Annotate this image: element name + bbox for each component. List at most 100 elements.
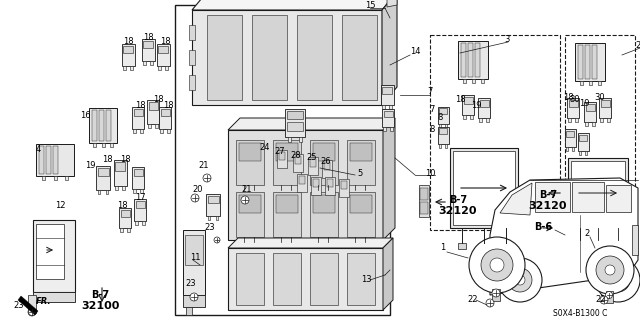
- Text: 18: 18: [123, 37, 133, 46]
- Text: 18: 18: [454, 95, 465, 105]
- Text: 15: 15: [365, 1, 375, 10]
- Bar: [327, 179, 333, 187]
- Bar: [579, 151, 581, 155]
- Bar: [236, 192, 264, 237]
- Bar: [134, 169, 143, 176]
- Text: 8: 8: [437, 114, 443, 123]
- Bar: [122, 186, 125, 190]
- Bar: [472, 79, 474, 83]
- Bar: [132, 167, 144, 189]
- Text: 18: 18: [102, 156, 112, 164]
- Bar: [564, 129, 575, 147]
- Circle shape: [498, 258, 542, 302]
- Bar: [565, 35, 635, 230]
- Bar: [313, 195, 335, 213]
- Bar: [131, 66, 133, 70]
- Text: 19: 19: [84, 161, 95, 170]
- Bar: [120, 210, 129, 217]
- Bar: [28, 295, 36, 313]
- Circle shape: [492, 289, 500, 297]
- Text: 7: 7: [428, 87, 433, 97]
- Bar: [106, 109, 111, 140]
- Bar: [579, 134, 587, 141]
- Bar: [134, 199, 146, 221]
- Bar: [132, 107, 144, 129]
- Circle shape: [613, 275, 623, 285]
- Text: 25: 25: [307, 154, 317, 163]
- Bar: [186, 307, 192, 315]
- Bar: [207, 196, 218, 203]
- Bar: [279, 152, 285, 160]
- Text: 18: 18: [143, 33, 154, 42]
- Circle shape: [605, 292, 612, 299]
- Text: 23: 23: [186, 279, 196, 289]
- Bar: [567, 98, 579, 118]
- Bar: [297, 174, 307, 192]
- Bar: [586, 103, 595, 110]
- Circle shape: [481, 249, 513, 281]
- Text: B-7: B-7: [91, 290, 109, 300]
- Bar: [159, 107, 171, 129]
- Bar: [252, 15, 287, 100]
- Bar: [479, 100, 488, 107]
- Polygon shape: [18, 296, 38, 315]
- Bar: [93, 142, 96, 147]
- Bar: [350, 143, 372, 161]
- Bar: [462, 95, 474, 115]
- Bar: [277, 150, 287, 168]
- Bar: [97, 167, 109, 176]
- Circle shape: [606, 268, 630, 292]
- Bar: [297, 15, 332, 100]
- Bar: [42, 176, 45, 180]
- Text: 4: 4: [35, 146, 40, 155]
- Bar: [33, 292, 75, 302]
- Text: 18: 18: [120, 156, 131, 164]
- Bar: [38, 146, 44, 174]
- Bar: [439, 128, 447, 134]
- Bar: [287, 122, 303, 132]
- Bar: [136, 221, 138, 225]
- Bar: [141, 39, 154, 61]
- Text: B-7: B-7: [449, 195, 467, 205]
- Bar: [438, 126, 449, 143]
- Text: 2: 2: [584, 229, 589, 238]
- Circle shape: [596, 256, 624, 284]
- Bar: [474, 43, 480, 77]
- Bar: [463, 115, 466, 119]
- Bar: [350, 195, 372, 213]
- Bar: [577, 240, 583, 245]
- Bar: [293, 154, 303, 172]
- Bar: [122, 44, 134, 66]
- Text: 30: 30: [570, 95, 580, 105]
- Bar: [310, 253, 338, 305]
- Circle shape: [600, 296, 608, 304]
- Bar: [140, 189, 143, 193]
- Bar: [239, 195, 261, 213]
- Bar: [216, 216, 218, 220]
- Bar: [310, 159, 316, 167]
- Bar: [133, 189, 136, 193]
- Bar: [598, 81, 600, 85]
- Circle shape: [605, 265, 615, 275]
- Bar: [273, 253, 301, 305]
- Bar: [577, 133, 589, 151]
- Text: S0X4-B1300 C: S0X4-B1300 C: [553, 309, 607, 318]
- Bar: [236, 253, 264, 305]
- Text: 14: 14: [410, 47, 420, 57]
- Bar: [438, 107, 449, 124]
- Bar: [299, 137, 302, 141]
- Bar: [127, 228, 130, 232]
- Bar: [607, 118, 610, 122]
- Text: 22: 22: [468, 295, 478, 305]
- Bar: [158, 66, 161, 70]
- Bar: [445, 124, 447, 127]
- Bar: [458, 243, 466, 249]
- Bar: [96, 166, 110, 190]
- Bar: [148, 124, 151, 128]
- Bar: [239, 143, 261, 161]
- Bar: [140, 129, 143, 133]
- Bar: [382, 105, 385, 109]
- Bar: [479, 118, 482, 122]
- Bar: [189, 25, 195, 40]
- Bar: [236, 140, 264, 185]
